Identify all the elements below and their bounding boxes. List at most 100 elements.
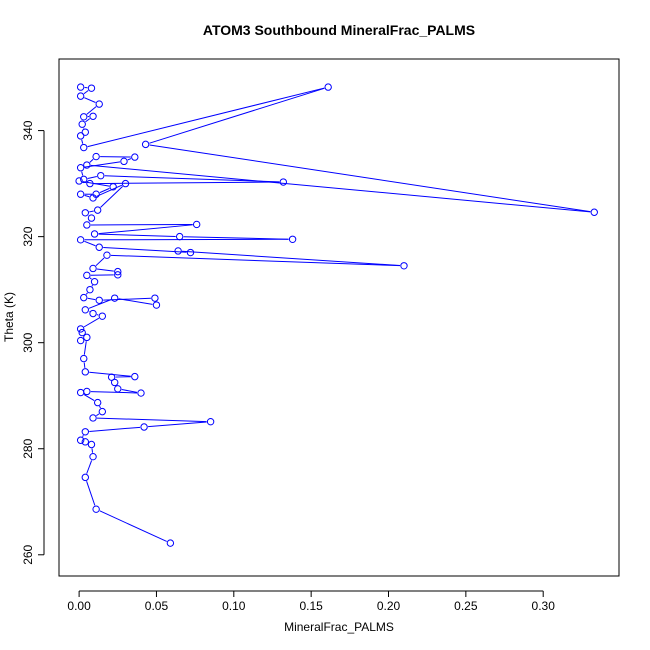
series-segment	[84, 240, 96, 247]
data-point	[279, 178, 288, 186]
series-segment	[96, 184, 123, 197]
series-segment	[97, 417, 207, 423]
series-segment	[110, 254, 400, 267]
x-tick-label: 0.05	[145, 599, 169, 613]
data-point	[80, 293, 88, 302]
x-tick-label: 0.00	[67, 599, 91, 613]
data-point	[80, 354, 88, 363]
series-segment	[81, 171, 84, 176]
data-point	[87, 440, 96, 449]
data-point	[109, 183, 117, 191]
series-segment	[121, 389, 138, 393]
data-point	[89, 414, 97, 422]
data-point	[76, 325, 85, 333]
data-point	[80, 175, 88, 184]
y-tick-label: 280	[21, 438, 35, 458]
data-point	[89, 309, 97, 318]
data-point	[76, 92, 85, 100]
series-segment	[81, 139, 84, 144]
series-segment	[86, 480, 96, 506]
data-point	[83, 333, 91, 342]
data-point	[95, 243, 103, 251]
x-tick-label: 0.10	[222, 599, 246, 613]
chart-title: ATOM3 Southbound MineralFrac_PALMS	[203, 22, 475, 38]
series-segment	[82, 435, 84, 437]
plot-frame	[58, 58, 620, 577]
data-point	[76, 83, 85, 91]
series-segment	[89, 158, 94, 163]
series-segment	[99, 405, 101, 409]
series-segment	[99, 510, 167, 542]
series-segment	[149, 144, 591, 213]
data-point	[141, 140, 150, 149]
y-tick-label: 300	[21, 332, 35, 352]
data-point	[81, 438, 89, 446]
series-segment	[90, 391, 138, 394]
data-point	[78, 120, 86, 128]
x-tick-label: 0.30	[532, 599, 556, 613]
data-point	[121, 179, 130, 188]
data-point	[76, 164, 85, 172]
data-point	[400, 262, 408, 270]
data-point	[89, 194, 97, 202]
data-point	[76, 388, 85, 397]
data-point	[152, 301, 161, 309]
data-point	[114, 385, 122, 393]
x-tick-label: 0.25	[454, 599, 478, 613]
series-segment	[87, 297, 96, 301]
data-point	[166, 539, 175, 547]
series-segment	[85, 118, 91, 123]
series-layer	[75, 83, 598, 547]
data-point	[93, 398, 102, 407]
series-segment	[89, 426, 141, 432]
series-segment	[98, 224, 193, 235]
data-point	[89, 264, 97, 273]
data-point	[83, 271, 91, 280]
series-segment	[85, 292, 88, 295]
data-point	[590, 208, 598, 216]
data-point	[131, 372, 139, 381]
series-segment	[118, 298, 153, 305]
y-axis: 260 280 300 320 340	[21, 120, 45, 565]
data-point	[151, 294, 159, 302]
data-point	[131, 153, 139, 161]
data-point	[90, 278, 99, 286]
series-segment	[96, 268, 114, 272]
y-tick-label: 320	[21, 226, 35, 246]
series-segment	[84, 97, 96, 103]
data-point	[78, 328, 86, 337]
data-point	[75, 177, 83, 185]
series-segment	[96, 413, 100, 417]
series-segment	[87, 87, 325, 148]
x-axis-label: MineralFrac_PALMS	[284, 620, 394, 634]
data-point	[174, 247, 182, 255]
data-point	[175, 232, 184, 241]
series-segment	[182, 250, 401, 267]
data-point	[81, 209, 89, 217]
series-segment	[183, 236, 289, 240]
data-point	[81, 368, 89, 376]
data-point	[76, 132, 85, 140]
y-axis-label: Theta (K)	[2, 292, 16, 342]
series-segment	[83, 394, 95, 401]
data-point	[140, 423, 148, 431]
data-point	[192, 220, 201, 229]
series-segment	[89, 210, 94, 213]
series-segment	[83, 362, 86, 368]
data-point	[103, 251, 111, 259]
series-segment	[83, 317, 100, 328]
series-segment	[89, 277, 92, 280]
data-point	[89, 452, 97, 461]
data-point	[110, 378, 119, 387]
data-point	[76, 190, 85, 198]
series-segment	[148, 421, 207, 428]
data-point	[83, 221, 91, 229]
series-segment	[149, 87, 325, 144]
series-segment	[86, 106, 97, 115]
data-point	[81, 428, 89, 436]
data-point	[95, 296, 103, 304]
series-segment	[104, 175, 280, 183]
data-point	[76, 236, 85, 244]
series-segment	[83, 90, 89, 95]
